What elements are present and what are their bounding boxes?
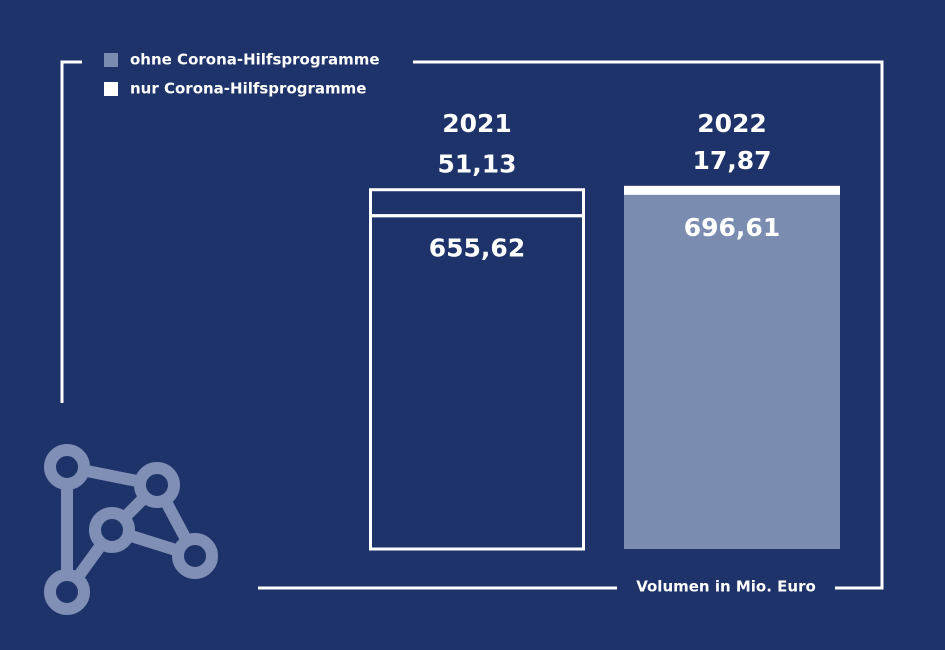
network-icon xyxy=(44,444,218,615)
legend-label: nur Corona-Hilfsprogramme xyxy=(130,80,366,98)
legend-label: ohne Corona-Hilfsprogramme xyxy=(130,51,380,69)
value-label: 696,61 xyxy=(684,213,780,242)
value-label: 17,87 xyxy=(692,146,771,175)
frame xyxy=(60,60,884,590)
category-label: 2022 xyxy=(697,109,767,138)
value-label: 655,62 xyxy=(429,234,525,263)
value-label: 51,13 xyxy=(437,150,516,179)
bar xyxy=(624,194,840,549)
frame-line xyxy=(413,60,884,590)
bar xyxy=(624,185,840,195)
legend-swatch xyxy=(104,82,118,96)
bar xyxy=(369,188,585,218)
category-label: 2021 xyxy=(442,109,512,138)
axis-label: Volumen in Mio. Euro xyxy=(636,578,816,596)
bar xyxy=(369,214,585,551)
legend-swatch xyxy=(104,53,118,67)
frame-line xyxy=(60,60,82,403)
